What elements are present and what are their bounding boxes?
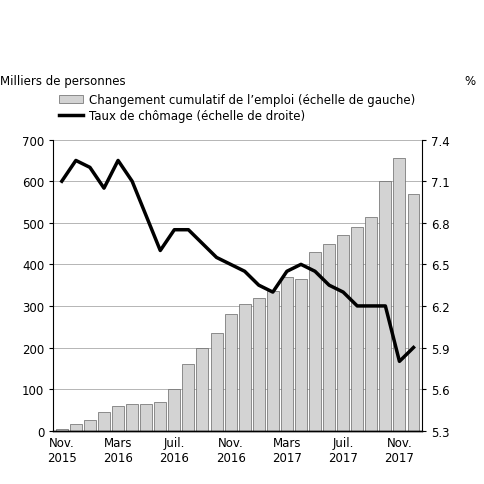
Bar [308, 252, 320, 431]
Bar [407, 194, 419, 431]
Bar [364, 217, 377, 431]
Bar [266, 292, 278, 431]
Bar [224, 315, 236, 431]
Legend: Changement cumulatif de l’emploi (échelle de gauche), Taux de chômage (échelle d: Changement cumulatif de l’emploi (échell… [59, 94, 414, 123]
Bar [350, 227, 363, 431]
Bar [196, 348, 208, 431]
Bar [84, 421, 96, 431]
Bar [336, 236, 348, 431]
Bar [294, 279, 306, 431]
Text: Milliers de personnes: Milliers de personnes [0, 75, 125, 88]
Bar [252, 298, 264, 431]
Bar [210, 333, 222, 431]
Bar [126, 404, 138, 431]
Bar [238, 304, 250, 431]
Text: %: % [463, 75, 474, 88]
Bar [378, 182, 391, 431]
Bar [393, 159, 405, 431]
Bar [280, 277, 292, 431]
Bar [168, 389, 180, 431]
Bar [70, 424, 82, 431]
Bar [56, 429, 68, 431]
Bar [140, 404, 152, 431]
Bar [182, 364, 194, 431]
Bar [322, 244, 334, 431]
Bar [98, 412, 110, 431]
Bar [112, 406, 124, 431]
Bar [154, 402, 166, 431]
